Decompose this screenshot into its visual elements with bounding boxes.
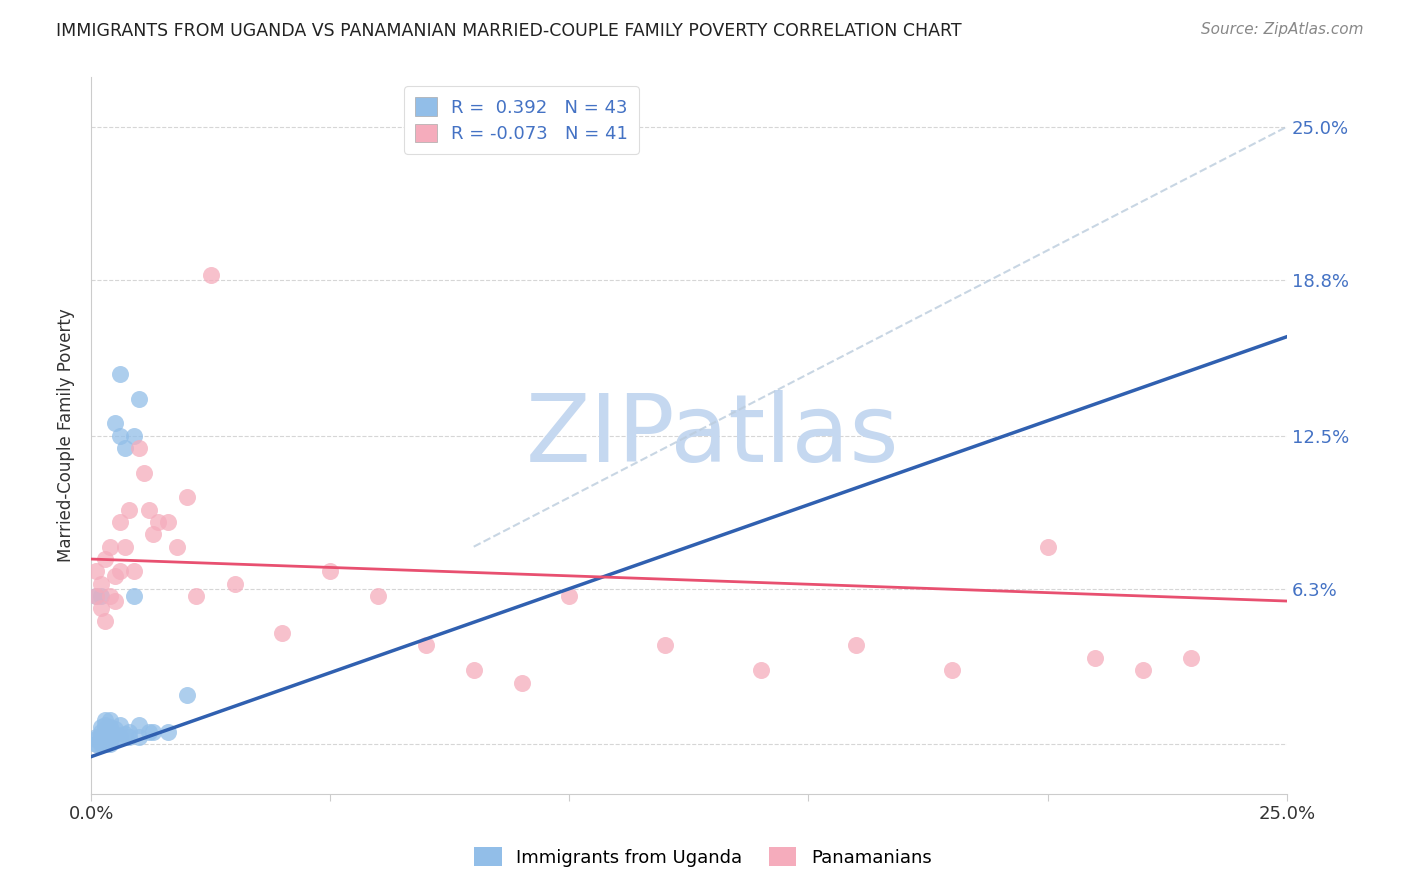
Point xyxy=(128,392,150,406)
Point xyxy=(94,732,117,747)
Point xyxy=(104,416,127,430)
Text: Source: ZipAtlas.com: Source: ZipAtlas.com xyxy=(1201,22,1364,37)
Point xyxy=(132,466,155,480)
Point xyxy=(98,732,121,747)
Point xyxy=(108,730,131,744)
Point xyxy=(122,589,145,603)
Point xyxy=(98,589,121,603)
Point xyxy=(84,589,107,603)
Point xyxy=(90,737,112,751)
Point xyxy=(90,720,112,734)
Point xyxy=(84,589,107,603)
Point xyxy=(138,725,160,739)
Point xyxy=(128,441,150,455)
Point xyxy=(186,589,208,603)
Point xyxy=(224,576,246,591)
Point xyxy=(558,589,581,603)
Point xyxy=(98,540,121,554)
Text: IMMIGRANTS FROM UGANDA VS PANAMANIAN MARRIED-COUPLE FAMILY POVERTY CORRELATION C: IMMIGRANTS FROM UGANDA VS PANAMANIAN MAR… xyxy=(56,22,962,40)
Point xyxy=(90,589,112,603)
Point xyxy=(463,663,485,677)
Point xyxy=(200,268,222,282)
Point xyxy=(108,515,131,529)
Point xyxy=(176,491,198,505)
Point xyxy=(114,540,136,554)
Point xyxy=(749,663,772,677)
Point xyxy=(90,735,112,749)
Point xyxy=(104,732,127,747)
Point xyxy=(114,727,136,741)
Point xyxy=(84,565,107,579)
Point xyxy=(845,639,868,653)
Text: ZIPatlas: ZIPatlas xyxy=(526,390,900,482)
Point xyxy=(98,727,121,741)
Point xyxy=(654,639,676,653)
Point xyxy=(1132,663,1154,677)
Point xyxy=(146,515,169,529)
Point xyxy=(108,367,131,381)
Point xyxy=(94,552,117,566)
Point xyxy=(1036,540,1059,554)
Point xyxy=(1084,650,1107,665)
Legend: R =  0.392   N = 43, R = -0.073   N = 41: R = 0.392 N = 43, R = -0.073 N = 41 xyxy=(405,87,638,154)
Point xyxy=(90,601,112,615)
Point xyxy=(84,737,107,751)
Point xyxy=(90,576,112,591)
Point xyxy=(94,614,117,628)
Point xyxy=(156,725,179,739)
Point xyxy=(142,527,165,541)
Point xyxy=(271,626,294,640)
Point xyxy=(94,727,117,741)
Point xyxy=(1180,650,1202,665)
Point xyxy=(166,540,188,554)
Point xyxy=(90,725,112,739)
Point xyxy=(98,713,121,727)
Point xyxy=(114,441,136,455)
Point xyxy=(118,502,141,516)
Point xyxy=(108,717,131,731)
Point xyxy=(319,565,342,579)
Point xyxy=(84,732,107,747)
Point xyxy=(122,565,145,579)
Point xyxy=(941,663,963,677)
Point xyxy=(138,502,160,516)
Point xyxy=(142,725,165,739)
Y-axis label: Married-Couple Family Poverty: Married-Couple Family Poverty xyxy=(58,309,75,563)
Point xyxy=(510,675,533,690)
Point xyxy=(98,720,121,734)
Point xyxy=(122,428,145,442)
Point xyxy=(84,730,107,744)
Point xyxy=(104,594,127,608)
Point xyxy=(84,737,107,751)
Point xyxy=(104,723,127,737)
Point xyxy=(176,688,198,702)
Point xyxy=(94,723,117,737)
Point xyxy=(118,730,141,744)
Point xyxy=(108,428,131,442)
Point xyxy=(94,737,117,751)
Point xyxy=(128,730,150,744)
Point xyxy=(108,565,131,579)
Point xyxy=(90,730,112,744)
Point xyxy=(415,639,437,653)
Point xyxy=(128,717,150,731)
Point xyxy=(367,589,389,603)
Point xyxy=(94,713,117,727)
Point xyxy=(104,569,127,583)
Point xyxy=(94,717,117,731)
Point xyxy=(118,725,141,739)
Point xyxy=(156,515,179,529)
Point xyxy=(98,737,121,751)
Legend: Immigrants from Uganda, Panamanians: Immigrants from Uganda, Panamanians xyxy=(467,840,939,874)
Point xyxy=(104,727,127,741)
